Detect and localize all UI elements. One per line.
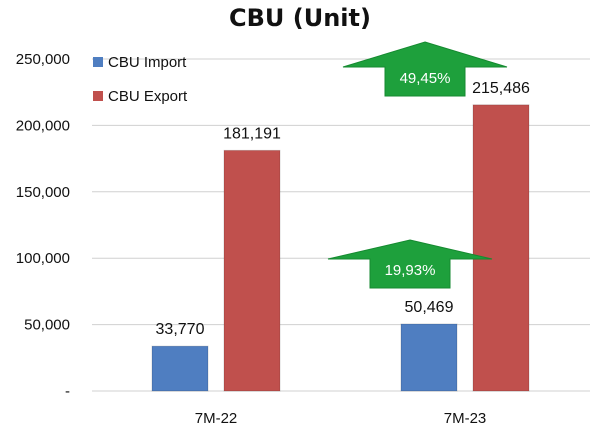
x-tick-label: 7M-22 xyxy=(195,410,238,427)
data-labels: 33,770 181,191 50,469 215,486 xyxy=(156,80,530,338)
chart-title: CBU (Unit) xyxy=(229,4,371,32)
legend-swatch xyxy=(93,57,103,67)
y-tick-label: 50,000 xyxy=(24,317,70,334)
legend: CBU Import CBU Export xyxy=(93,54,188,105)
data-label: 181,191 xyxy=(223,125,281,142)
growth-label: 19,93% xyxy=(385,262,436,279)
x-axis-ticks: 7M-22 7M-23 xyxy=(195,410,487,427)
y-tick-label: 250,000 xyxy=(16,51,70,68)
up-arrow-icon xyxy=(327,239,493,289)
bar xyxy=(223,149,281,392)
bar xyxy=(400,323,458,392)
legend-label: CBU Import xyxy=(108,54,187,71)
bars xyxy=(151,104,530,392)
legend-label: CBU Export xyxy=(108,88,188,105)
legend-swatch xyxy=(93,91,103,101)
bar xyxy=(151,345,209,392)
growth-arrows: 49,45% 19,93% xyxy=(327,41,508,289)
y-axis-ticks: - 50,000 100,000 150,000 200,000 250,000 xyxy=(16,51,70,400)
up-arrow-icon xyxy=(342,41,508,97)
y-tick-label: 200,000 xyxy=(16,117,70,134)
y-tick-label: 100,000 xyxy=(16,250,70,267)
bar xyxy=(472,104,530,392)
y-tick-label: - xyxy=(65,383,70,400)
y-tick-label: 150,000 xyxy=(16,184,70,201)
growth-label: 49,45% xyxy=(400,70,451,87)
data-label: 33,770 xyxy=(156,321,205,338)
data-label: 215,486 xyxy=(472,80,530,97)
data-label: 50,469 xyxy=(405,299,454,316)
x-tick-label: 7M-23 xyxy=(444,410,487,427)
